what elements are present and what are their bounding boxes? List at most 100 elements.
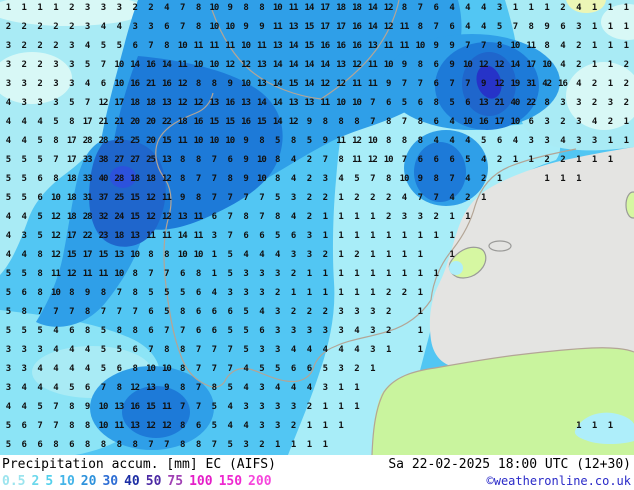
precip-value: 12	[177, 98, 188, 108]
precip-value: 6	[560, 22, 565, 32]
precip-value: 8	[195, 3, 201, 13]
precip-value: 13	[130, 421, 140, 431]
precip-value	[396, 420, 412, 432]
precip-value: 11	[209, 41, 219, 51]
precip-value	[586, 211, 602, 223]
precip-value: 9	[322, 136, 328, 146]
precip-value	[570, 306, 586, 318]
precip-value: 1	[512, 155, 518, 165]
precip-value: 8	[401, 3, 407, 13]
precip-value: 9	[179, 193, 185, 203]
grid-row: 4 4 8 12 15 17 15 13 10 8 8 10 10 1 5 4 4 4 3 3 2 1 2 1 1 1 1 1	[0, 249, 634, 261]
precip-value: 3	[290, 402, 296, 412]
precip-value: 4	[306, 345, 312, 355]
precip-value: 1	[607, 155, 613, 165]
precip-value: 2	[544, 155, 549, 165]
precip-value: 3	[37, 345, 42, 355]
precip-value: 6	[100, 79, 106, 89]
precip-value: 13	[257, 60, 267, 70]
precip-value: 8	[195, 22, 201, 32]
precip-value: 12	[146, 421, 156, 431]
precip-value: 1	[544, 174, 549, 184]
precip-value: 2	[433, 212, 438, 222]
precip-value: 17	[526, 60, 536, 70]
precip-value: 3	[496, 3, 502, 13]
precip-value: 8	[21, 307, 27, 317]
precip-value: 10	[193, 60, 204, 70]
precip-value: 2	[385, 193, 391, 203]
precip-value: 9	[306, 117, 312, 127]
precip-value	[555, 382, 571, 394]
precip-value	[523, 249, 539, 261]
precip-value: 3	[84, 3, 90, 13]
precip-value: 4	[84, 41, 90, 51]
precip-value: 2	[576, 41, 581, 51]
precip-value: 4	[5, 98, 11, 108]
precip-value: 4	[449, 3, 454, 13]
precip-value: 3	[5, 345, 11, 355]
precip-value: 11	[526, 41, 536, 51]
precip-value: 1	[354, 231, 359, 241]
precip-value: 1	[354, 269, 359, 279]
precip-value: 2	[148, 3, 153, 13]
precip-value: 1	[607, 22, 613, 32]
precip-value: 3	[275, 402, 280, 412]
precip-value: 7	[53, 402, 58, 412]
precip-value	[618, 325, 634, 337]
precip-value: 10	[383, 60, 394, 70]
precip-value	[444, 344, 460, 356]
precip-value: 4	[290, 155, 296, 165]
precip-value	[602, 325, 618, 337]
precip-value: 6	[69, 440, 74, 450]
precip-value: 8	[385, 174, 391, 184]
precip-value	[475, 211, 491, 223]
precip-value: 2	[496, 155, 502, 165]
scale-value: 200	[248, 474, 272, 489]
precip-value: 2	[322, 307, 328, 317]
precip-value: 19	[510, 79, 521, 89]
precip-value: 5	[37, 155, 42, 165]
precip-value: 11	[161, 402, 172, 412]
precip-value: 7	[465, 79, 470, 89]
precip-value	[396, 325, 412, 337]
scale-value: 0.5	[2, 474, 26, 489]
precip-value: 7	[116, 307, 122, 317]
precip-value: 8	[37, 269, 42, 279]
precip-value: 2	[306, 174, 312, 184]
precip-value: 10	[51, 288, 61, 298]
precip-value: 7	[84, 98, 90, 108]
precip-value: 8	[544, 41, 549, 51]
precip-value: 1	[53, 3, 58, 13]
precip-value: 4	[53, 345, 58, 355]
precip-value: 12	[320, 79, 330, 89]
copyright-label: ©weatheronline.co.uk	[486, 474, 632, 488]
precip-value: 1	[211, 269, 217, 279]
grid-row: 4 3 3 3 5 7 12 17 18 18 13 12 12 13 16 13 14 14 13 13 11 10 10…	[0, 97, 634, 109]
precip-value	[523, 344, 539, 356]
precip-value	[555, 211, 571, 223]
precip-value: 11	[177, 60, 188, 70]
scale-value: 50	[145, 474, 162, 489]
precip-value: 3	[370, 326, 375, 336]
precip-value	[428, 325, 444, 337]
precip-value: 10	[257, 155, 267, 165]
precip-value: 7	[179, 22, 185, 32]
precip-value: 33	[82, 174, 93, 184]
precip-value: 6	[148, 326, 153, 336]
precip-value: 7	[211, 193, 217, 203]
precip-value: 5	[53, 117, 58, 127]
precip-value: 4	[465, 22, 470, 32]
precip-value: 2	[306, 155, 312, 165]
precip-value: 5	[259, 364, 264, 374]
precip-value: 8	[164, 345, 169, 355]
precip-value: 8	[227, 174, 233, 184]
precip-value: 5	[306, 136, 312, 146]
precip-value	[444, 439, 460, 451]
precip-value: 4	[243, 364, 248, 374]
island-right-edge	[625, 191, 634, 219]
precip-value: 3	[259, 402, 264, 412]
precip-value	[618, 287, 634, 299]
precip-value: 8	[84, 307, 90, 317]
